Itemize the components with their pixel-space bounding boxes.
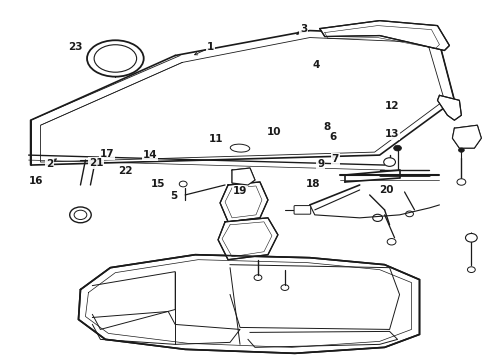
Circle shape xyxy=(384,158,395,166)
Polygon shape xyxy=(218,218,278,260)
Text: 20: 20 xyxy=(379,185,394,195)
Circle shape xyxy=(457,179,466,185)
Text: 3: 3 xyxy=(300,24,307,35)
Text: 12: 12 xyxy=(384,102,399,112)
Text: 10: 10 xyxy=(267,127,282,136)
Text: 2: 2 xyxy=(46,159,53,169)
Text: 6: 6 xyxy=(329,132,337,142)
Circle shape xyxy=(466,234,477,242)
Circle shape xyxy=(467,267,475,273)
Text: 8: 8 xyxy=(323,122,331,132)
Text: 13: 13 xyxy=(384,129,399,139)
Text: 1: 1 xyxy=(207,42,215,52)
Circle shape xyxy=(459,148,465,152)
Text: 4: 4 xyxy=(312,60,319,70)
Polygon shape xyxy=(78,255,419,353)
Text: 14: 14 xyxy=(143,150,157,160)
Text: 5: 5 xyxy=(171,191,178,201)
Text: 7: 7 xyxy=(332,154,339,164)
Ellipse shape xyxy=(87,40,144,77)
Text: 11: 11 xyxy=(208,134,223,144)
Text: 9: 9 xyxy=(317,159,324,169)
Text: 18: 18 xyxy=(306,179,320,189)
Text: 22: 22 xyxy=(118,166,132,176)
Text: 15: 15 xyxy=(151,179,165,189)
Polygon shape xyxy=(438,95,462,120)
Text: 16: 16 xyxy=(28,176,43,186)
Text: 23: 23 xyxy=(68,42,82,51)
Polygon shape xyxy=(220,182,268,222)
Polygon shape xyxy=(232,168,255,185)
Text: 21: 21 xyxy=(89,158,103,168)
Circle shape xyxy=(70,207,91,223)
Text: 17: 17 xyxy=(100,149,115,159)
Text: 19: 19 xyxy=(233,186,247,197)
Polygon shape xyxy=(320,21,449,50)
Polygon shape xyxy=(452,125,481,148)
FancyBboxPatch shape xyxy=(294,206,311,214)
Circle shape xyxy=(393,145,401,151)
